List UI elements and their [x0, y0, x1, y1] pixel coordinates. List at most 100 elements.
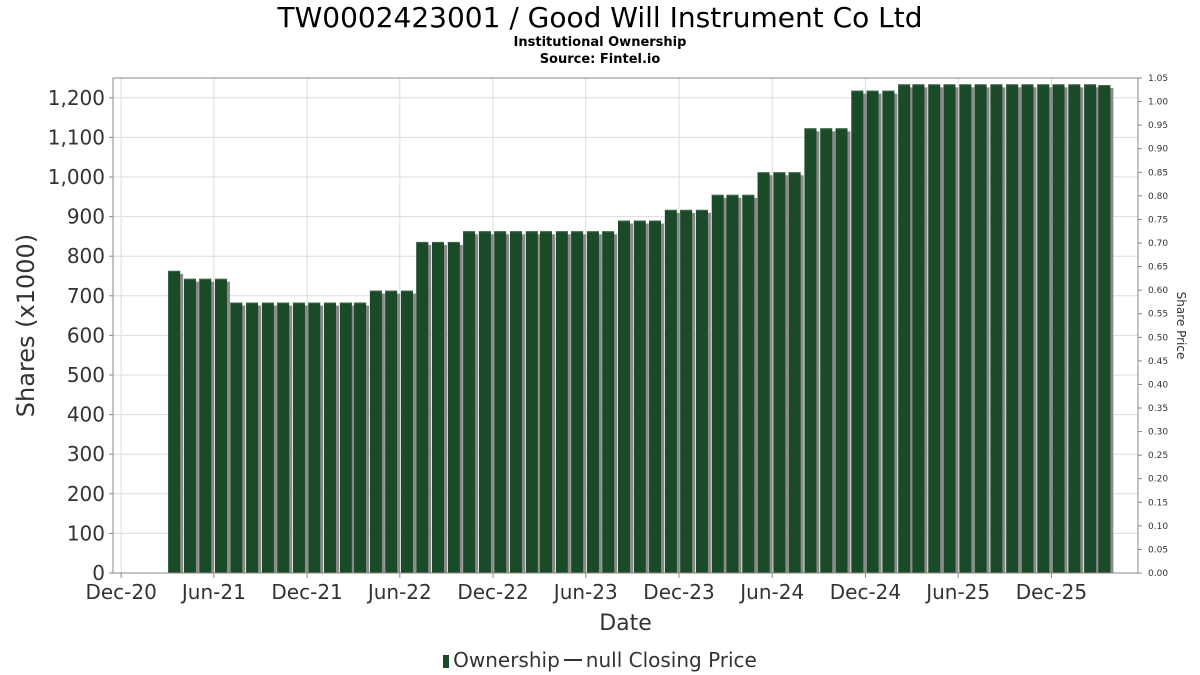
bar: [261, 302, 274, 573]
y-tick-label: 700: [67, 284, 105, 308]
y2-tick-label: 1.05: [1148, 74, 1168, 84]
x-tick-label: Jun-23: [552, 580, 618, 604]
y2-tick-label: 0.50: [1148, 333, 1168, 343]
bar: [354, 302, 367, 573]
legend-ownership-label: Ownership: [453, 648, 560, 672]
bar: [509, 231, 522, 573]
bar: [571, 231, 584, 573]
bar: [912, 84, 925, 573]
bar: [246, 302, 259, 573]
bar: [1006, 84, 1019, 573]
bar: [168, 270, 181, 573]
bar: [835, 128, 848, 574]
bar: [432, 241, 445, 573]
bar: [447, 241, 460, 573]
bar: [820, 128, 833, 574]
y2-tick-label: 0.45: [1148, 357, 1168, 367]
y2-tick-label: 0.65: [1148, 263, 1168, 273]
bar: [339, 302, 352, 573]
bar: [680, 209, 693, 574]
bar: [292, 302, 305, 573]
bar: [525, 231, 538, 573]
y-tick-label: 100: [67, 521, 105, 545]
bar: [742, 194, 755, 573]
y2-tick-label: 0.90: [1148, 145, 1168, 155]
plot-border: [112, 77, 1139, 574]
bar: [463, 231, 476, 573]
x-tick-label: Dec-24: [830, 580, 901, 604]
legend-price-line: [563, 659, 582, 661]
y2-tick-label: 0.35: [1148, 404, 1168, 414]
bar: [1068, 84, 1081, 573]
bar: [230, 302, 243, 573]
bar: [664, 209, 677, 574]
bar: [711, 194, 724, 573]
bar: [882, 90, 895, 573]
y-tick-label: 300: [67, 442, 105, 466]
bar: [866, 90, 879, 573]
bar: [1021, 84, 1034, 573]
bar: [649, 220, 662, 573]
x-tick-label: Jun-24: [738, 580, 804, 604]
bar: [1037, 84, 1050, 573]
bar: [773, 172, 786, 574]
bar: [757, 172, 770, 574]
chart-source: Source: Fintel.io: [539, 52, 661, 67]
bar: [974, 84, 987, 573]
y2-tick-label: 0.95: [1148, 121, 1168, 131]
x-tick-label: Jun-21: [180, 580, 246, 604]
chart-legend: Ownership null Closing Price: [0, 648, 1200, 672]
bar: [400, 290, 413, 573]
y-tick-label: 500: [67, 363, 105, 387]
y2-tick-label: 0.60: [1148, 286, 1168, 296]
bar: [959, 84, 972, 573]
y2-tick-label: 0.05: [1148, 545, 1168, 555]
bar: [788, 172, 801, 574]
bar: [804, 128, 817, 574]
y-tick-label: 800: [67, 244, 105, 268]
y2-tick-label: 0.55: [1148, 310, 1168, 320]
bar: [726, 194, 739, 573]
y2-tick-label: 0.10: [1148, 522, 1168, 532]
y-tick-label: 1,000: [48, 165, 105, 189]
bar: [633, 220, 646, 573]
bar: [308, 302, 321, 573]
x-tick-label: Dec-23: [643, 580, 714, 604]
bar: [215, 278, 228, 573]
bar: [943, 84, 956, 573]
y2-tick-label: 0.75: [1148, 215, 1168, 225]
bar: [695, 209, 708, 574]
bar: [555, 231, 568, 573]
bar: [277, 302, 290, 573]
y-tick-label: 1,200: [48, 86, 105, 110]
y2-tick-label: 0.30: [1148, 428, 1168, 438]
bar: [324, 302, 337, 573]
bar: [586, 231, 599, 573]
chart-subtitle: Institutional Ownership: [513, 35, 687, 50]
x-tick-label: Dec-20: [85, 580, 156, 604]
x-tick-label: Jun-25: [924, 580, 990, 604]
bar: [898, 84, 911, 573]
x-tick-label: Dec-21: [271, 580, 342, 604]
bar: [478, 231, 491, 573]
bar: [416, 241, 429, 573]
y-tick-label: 0: [92, 561, 105, 585]
y2-axis-title: Share Price: [1174, 292, 1188, 360]
y2-tick-label: 1.00: [1148, 98, 1168, 108]
x-tick-label: Dec-22: [457, 580, 528, 604]
bar: [602, 231, 615, 573]
y2-tick-label: 0.80: [1148, 192, 1168, 202]
y2-tick-label: 0.15: [1148, 498, 1168, 508]
y2-tick-label: 0.40: [1148, 380, 1168, 390]
bar: [1098, 85, 1111, 574]
bar: [990, 84, 1003, 573]
bar: [199, 278, 212, 573]
bar: [851, 90, 864, 573]
bar: [617, 220, 630, 573]
bar: [928, 84, 941, 573]
bar: [1052, 84, 1065, 573]
bar: [1084, 84, 1097, 573]
y-tick-label: 1,100: [48, 125, 105, 149]
y2-tick-label: 0.85: [1148, 168, 1168, 178]
